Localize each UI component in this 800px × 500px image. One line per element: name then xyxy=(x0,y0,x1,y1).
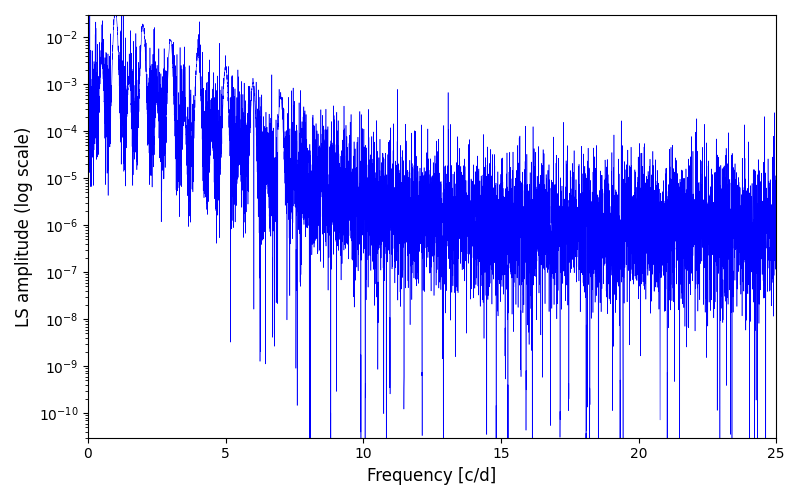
X-axis label: Frequency [c/d]: Frequency [c/d] xyxy=(367,467,497,485)
Y-axis label: LS amplitude (log scale): LS amplitude (log scale) xyxy=(15,126,33,326)
